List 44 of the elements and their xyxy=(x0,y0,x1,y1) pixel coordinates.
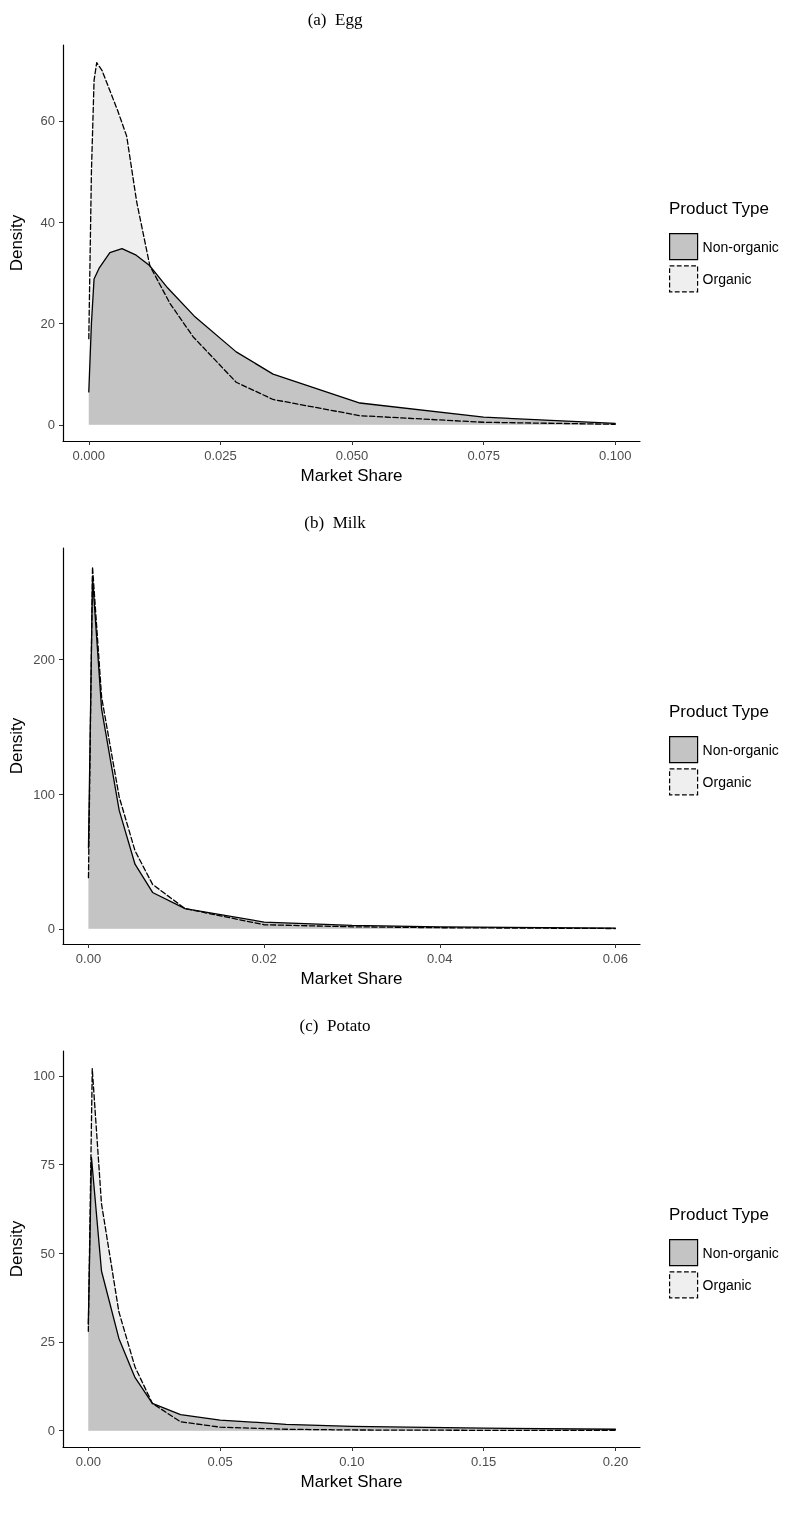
x-axis-title: Market Share xyxy=(300,968,403,988)
y-tick-label: 100 xyxy=(33,1068,55,1084)
x-tick-label: 0.00 xyxy=(75,951,102,966)
legend-title: Product Type xyxy=(669,702,769,721)
x-tick-label: 0.02 xyxy=(251,951,277,966)
legend-label: Non-organic xyxy=(702,238,779,255)
x-tick-label: 0.06 xyxy=(602,951,629,966)
legend-label: Organic xyxy=(702,773,752,790)
y-tick-label: 40 xyxy=(40,214,55,230)
x-tick-label: 0.000 xyxy=(72,448,106,463)
y-tick-label: 0 xyxy=(47,417,55,433)
legend-label: Organic xyxy=(702,1276,752,1293)
legend-label: Organic xyxy=(702,270,752,287)
legend-label: Non-organic xyxy=(702,741,779,758)
x-tick-label: 0.050 xyxy=(335,448,369,463)
chart-title: (c) Potato xyxy=(299,1016,371,1035)
y-tick-label: 0 xyxy=(47,921,55,937)
y-tick-label: 20 xyxy=(40,316,55,332)
y-tick-label: 200 xyxy=(33,652,55,668)
x-tick-label: 0.15 xyxy=(471,1454,497,1469)
legend-title: Product Type xyxy=(669,1205,769,1224)
x-tick-label: 0.025 xyxy=(204,448,237,463)
x-tick-label: 0.05 xyxy=(207,1454,233,1469)
y-axis-title: Density xyxy=(7,717,26,775)
x-axis-title: Market Share xyxy=(300,1471,403,1491)
x-tick-label: 0.075 xyxy=(467,448,500,463)
y-tick-label: 100 xyxy=(33,786,55,802)
x-tick-label: 0.10 xyxy=(339,1454,365,1469)
x-tick-label: 0.100 xyxy=(598,448,632,463)
x-tick-label: 0.04 xyxy=(427,951,453,966)
x-axis-title: Market Share xyxy=(300,465,403,485)
x-tick-label: 0.20 xyxy=(602,1454,629,1469)
y-tick-label: 25 xyxy=(40,1334,55,1350)
y-axis-title: Density xyxy=(7,214,26,272)
y-tick-label: 0 xyxy=(47,1423,55,1439)
y-tick-label: 75 xyxy=(40,1157,55,1173)
x-tick-label: 0.00 xyxy=(75,1454,101,1469)
y-tick-label: 60 xyxy=(40,113,55,129)
y-tick-label: 50 xyxy=(40,1245,55,1261)
legend-label: Non-organic xyxy=(702,1244,779,1261)
y-axis-title: Density xyxy=(7,1220,26,1278)
legend-title: Product Type xyxy=(669,199,769,218)
chart-title: (a) Egg xyxy=(307,10,363,29)
chart-title: (b) Milk xyxy=(304,513,367,532)
